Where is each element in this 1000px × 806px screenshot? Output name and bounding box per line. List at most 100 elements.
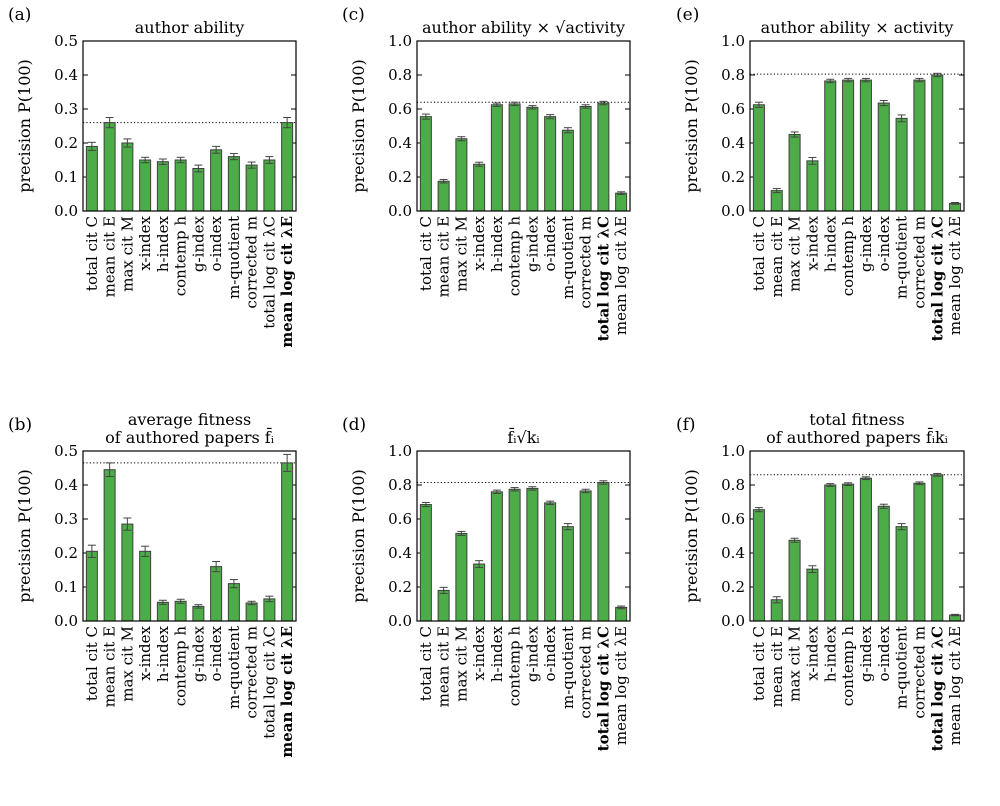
category-label: total cit C	[417, 216, 435, 291]
category-label: contemp h	[172, 216, 190, 297]
y-axis-label: precision P(100)	[682, 59, 701, 193]
category-label: h-index	[821, 215, 839, 272]
panel-letter: (d)	[342, 415, 366, 435]
panel-letter: (f)	[676, 415, 696, 435]
panel-title: of authored papers f̄ᵢkᵢ	[766, 426, 948, 447]
y-tick-label: 0.0	[388, 612, 412, 630]
panel-letter: (b)	[8, 415, 32, 435]
y-tick-label: 1.0	[721, 442, 745, 460]
category-label: contemp h	[506, 626, 524, 707]
category-label: g-index	[523, 625, 541, 682]
bar	[455, 532, 468, 622]
category-label: total log cit λC	[594, 626, 612, 751]
bar	[806, 160, 819, 212]
category-label: total log cit λC	[260, 626, 278, 739]
y-tick-label: 0.1	[54, 578, 78, 596]
bar	[490, 104, 503, 212]
panel-title: of authored papers f̄ᵢ	[105, 426, 274, 447]
plot-frame	[416, 40, 631, 212]
category-label: h-index	[154, 625, 172, 682]
plot-frame	[749, 40, 965, 212]
category-label: g-index	[189, 215, 207, 272]
y-tick-label: 0.5	[54, 32, 78, 50]
category-label: h-index	[821, 625, 839, 682]
category-label: max cit M	[452, 626, 470, 702]
category-label: total log cit λC	[260, 216, 278, 329]
bar	[561, 129, 574, 212]
bar	[210, 149, 223, 212]
category-label: max cit M	[786, 216, 804, 292]
category-label: mean log cit λE	[278, 626, 296, 758]
category-label: mean log cit λE	[612, 626, 630, 745]
category-label: o-index	[541, 625, 559, 681]
bar	[263, 159, 276, 212]
category-label: o-index	[207, 215, 225, 271]
y-tick-label: 0.2	[54, 544, 78, 562]
y-tick-label: 0.8	[721, 476, 745, 494]
category-label: max cit M	[786, 626, 804, 702]
panel-title: total fitness	[809, 410, 905, 429]
y-tick-label: 0.8	[721, 66, 745, 84]
bar	[806, 568, 819, 622]
category-label: corrected m	[243, 216, 261, 309]
bar	[824, 80, 837, 212]
bar	[174, 159, 187, 212]
category-label: m-quotient	[893, 626, 911, 709]
y-tick-label: 0.5	[54, 442, 78, 460]
category-label: contemp h	[839, 626, 857, 707]
bar	[139, 550, 152, 622]
bar	[913, 79, 926, 212]
bar	[85, 145, 98, 212]
panel-title: author ability × √activity	[422, 18, 625, 37]
category-label: g-index	[189, 625, 207, 682]
y-tick-label: 0.2	[388, 168, 412, 186]
bar	[455, 138, 468, 212]
bar	[788, 134, 801, 212]
bar	[281, 122, 294, 212]
category-label: x-index	[470, 215, 488, 270]
bar	[85, 550, 98, 622]
category-label: mean cit E	[101, 216, 119, 297]
bar	[561, 526, 574, 622]
panel-letter: (a)	[8, 5, 31, 25]
y-tick-label: 0.4	[388, 134, 412, 152]
y-axis-label: precision P(100)	[349, 59, 368, 193]
bar	[752, 509, 765, 622]
bar	[526, 106, 539, 212]
bar	[824, 484, 837, 622]
chart-panel: (c) author ability × √activity precision P…	[342, 5, 631, 341]
panel-title: author ability × activity	[761, 18, 954, 37]
y-tick-label: 0.8	[388, 476, 412, 494]
category-label: total cit C	[417, 626, 435, 701]
category-label: m-quotient	[225, 216, 243, 299]
bar	[210, 566, 223, 622]
category-label: max cit M	[118, 626, 136, 702]
bar	[544, 502, 557, 622]
y-tick-label: 0.6	[721, 510, 745, 528]
category-label: mean cit E	[768, 216, 786, 297]
category-label: total log cit λC	[594, 216, 612, 341]
panel-letter: (e)	[676, 5, 699, 25]
y-axis-label: precision P(100)	[349, 469, 368, 603]
bar	[526, 487, 539, 622]
y-tick-label: 0.0	[721, 202, 745, 220]
bar	[895, 526, 908, 622]
y-tick-label: 0.0	[54, 612, 78, 630]
y-tick-label: 0.3	[54, 510, 78, 528]
category-label: mean log cit λE	[278, 216, 296, 348]
y-tick-label: 0.0	[721, 612, 745, 630]
category-label: contemp h	[839, 216, 857, 297]
y-tick-label: 0.2	[54, 134, 78, 152]
y-tick-label: 0.8	[388, 66, 412, 84]
bar	[752, 104, 765, 212]
category-label: x-index	[803, 625, 821, 680]
bar	[859, 477, 872, 622]
bar	[121, 142, 134, 212]
category-label: o-index	[207, 625, 225, 681]
category-label: h-index	[488, 215, 506, 272]
plot-frame	[82, 450, 297, 622]
category-label: x-index	[136, 625, 154, 680]
category-label: x-index	[470, 625, 488, 680]
category-label: mean cit E	[101, 626, 119, 707]
